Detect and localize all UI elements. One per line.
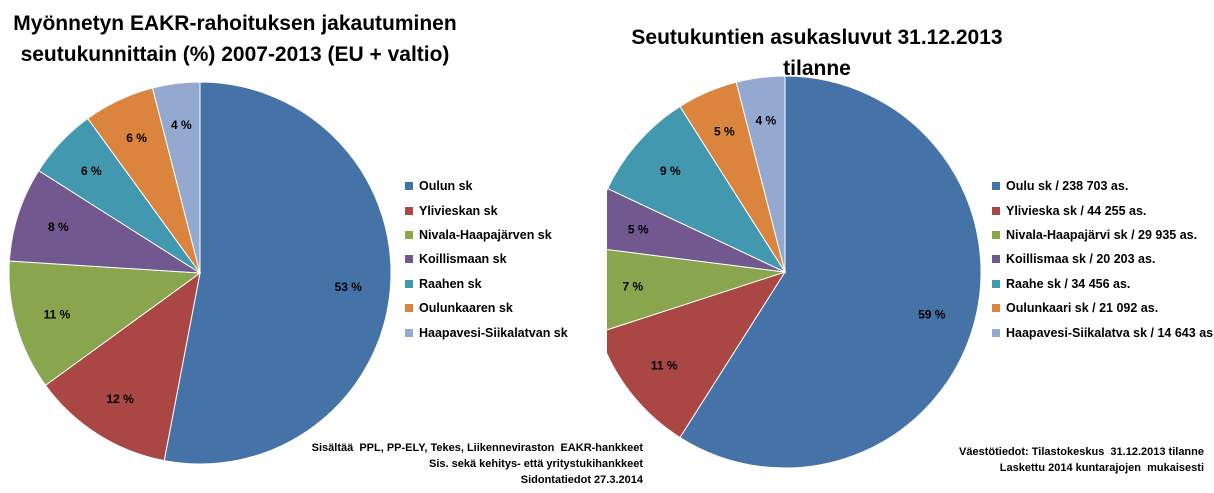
legend-label: Raahe sk / 34 456 as. — [1006, 276, 1131, 291]
pie-slice — [679, 75, 982, 469]
source-notes: Väestötiedot: Tilastokeskus 31.12.2013 t… — [804, 444, 1204, 476]
slice-data-label: 59 % — [918, 308, 946, 322]
legend-item: Raahen sk — [405, 272, 568, 296]
slice-data-label: 11 % — [44, 308, 71, 322]
legend-swatch — [992, 304, 1000, 313]
legend-label: Koillismaa sk / 20 203 as. — [1006, 252, 1156, 267]
legend-item: Ylivieska sk / 44 255 as. — [992, 198, 1214, 222]
legend-item: Oulunkaari sk / 21 092 as. — [992, 296, 1214, 320]
pie-slice — [44, 271, 201, 462]
slice-data-label: 4 % — [171, 118, 192, 132]
pie-slice — [735, 75, 786, 273]
pie-slice — [8, 169, 201, 274]
pie-slice — [607, 271, 787, 439]
legend-label: Oulu sk / 238 703 as. — [1006, 179, 1129, 194]
slice-data-label: 6 % — [81, 164, 102, 178]
legend-item: Oulu sk / 238 703 as. — [992, 174, 1214, 198]
pie-slice — [607, 249, 786, 331]
legend-item: Ylivieskan sk — [405, 198, 568, 222]
legend-swatch — [992, 206, 1000, 215]
chart-eakr-funding: Myönnetyn EAKR-rahoituksen jakautuminen … — [8, 12, 643, 486]
slice-data-label: 9 % — [660, 164, 681, 178]
chart-title: Myönnetyn EAKR-rahoituksen jakautuminen … — [13, 12, 457, 66]
legend-swatch — [992, 230, 1000, 239]
legend-swatch — [405, 304, 413, 313]
pie-slice — [607, 105, 787, 274]
legend-label: Oulunkaaren sk — [419, 301, 513, 316]
slice-data-label: 11 % — [651, 359, 678, 373]
legend: Oulun sk Ylivieskan sk Nivala-Haapajärven … — [405, 174, 568, 345]
legend-swatch — [405, 328, 413, 337]
pie-slice — [151, 81, 201, 274]
slice-data-label: 6 % — [126, 131, 147, 145]
note-line: Väestötiedot: Tilastokeskus 31.12.2013 t… — [959, 446, 1204, 458]
legend-swatch — [992, 279, 1000, 288]
note-line: Laskettu 2014 kuntarajojen mukaisesti — [999, 462, 1204, 474]
legend-swatch — [992, 255, 1000, 264]
pie-slice — [8, 260, 202, 386]
legend-item: Oulunkaaren sk — [405, 296, 568, 320]
slice-data-label: 5 % — [714, 125, 735, 139]
source-notes: Sisältää PPL, PP-ELY, Tekes, Liikennevir… — [243, 440, 643, 488]
legend-label: Raahen sk — [419, 276, 482, 291]
legend-label: Nivala-Haapajärvi sk / 29 935 as. — [1006, 227, 1198, 242]
legend-label: Ylivieskan sk — [419, 203, 498, 218]
slice-data-label: 5 % — [628, 222, 649, 236]
legend-swatch — [405, 230, 413, 239]
legend-label: Koillismaan sk — [419, 252, 507, 267]
note-line: Sidontatiedot 27.3.2014 — [520, 474, 643, 486]
legend-label: Haapavesi-Siikalatvan sk — [419, 325, 568, 340]
slice-data-label: 4 % — [755, 113, 776, 127]
legend-item: Haapavesi-Siikalatvan sk — [405, 320, 568, 344]
legend-swatch — [405, 255, 413, 264]
slice-data-label: 53 % — [335, 280, 363, 294]
legend-swatch — [405, 182, 413, 191]
legend-item: Nivala-Haapajärvi sk / 29 935 as. — [992, 223, 1214, 247]
note-line: Sis. sekä kehitys- että yritystukihankke… — [429, 458, 643, 470]
note-line: Sisältää PPL, PP-ELY, Tekes, Liikennevir… — [311, 442, 643, 454]
legend-item: Koillismaa sk / 20 203 as. — [992, 247, 1214, 271]
pie-chart: 53 % 12 % 11 % 8 % 6 % 6 % 4 % — [8, 81, 392, 465]
slice-data-label: 7 % — [622, 279, 643, 293]
legend-label: Oulun sk — [419, 179, 473, 194]
legend-label: Nivala-Haapajärven sk — [419, 227, 552, 242]
pie-chart: 59 % 11 % 7 % 5 % 9 % 5 % 4 % — [607, 75, 982, 469]
legend-label: Oulunkaari sk / 21 092 as. — [1006, 301, 1159, 316]
chart-population: Seutukuntien asukasluvut 31.12.2013 tila… — [607, 0, 1214, 493]
slice-data-label: 8 % — [48, 220, 69, 234]
chart-title: Seutukuntien asukasluvut 31.12.2013 tila… — [631, 26, 1003, 80]
legend: Oulu sk / 238 703 as. Ylivieska sk / 44 2… — [992, 174, 1214, 345]
legend-swatch — [992, 328, 1000, 337]
legend-item: Raahe sk / 34 456 as. — [992, 272, 1214, 296]
slice-data-label: 12 % — [106, 392, 134, 406]
legend-label: Haapavesi-Siikalatva sk / 14 643 as. — [1006, 325, 1214, 340]
legend-item: Haapavesi-Siikalatva sk / 14 643 as. — [992, 320, 1214, 344]
legend-swatch — [405, 206, 413, 215]
pie-slice — [163, 81, 392, 465]
legend-item: Oulun sk — [405, 174, 568, 198]
legend-swatch — [405, 279, 413, 288]
legend-label: Ylivieska sk / 44 255 as. — [1006, 203, 1147, 218]
legend-item: Nivala-Haapajärven sk — [405, 223, 568, 247]
legend-swatch — [992, 182, 1000, 191]
legend-item: Koillismaan sk — [405, 247, 568, 271]
